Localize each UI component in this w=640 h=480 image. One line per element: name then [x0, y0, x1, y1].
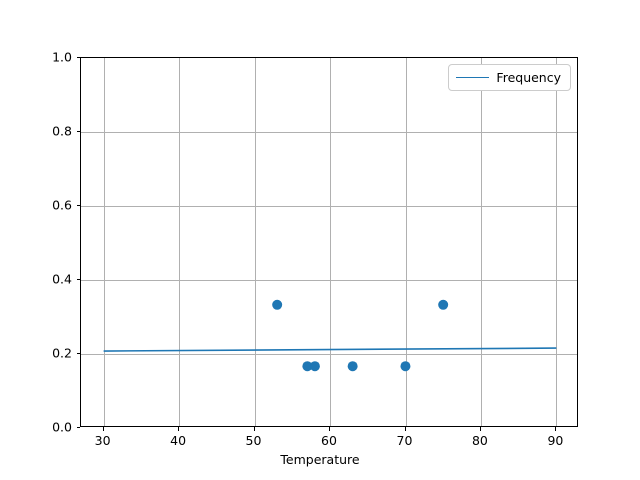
y-tick-label: 1.0	[52, 49, 72, 65]
y-tick-label: 0.6	[52, 197, 72, 213]
y-tick-label: 0.8	[52, 123, 72, 139]
y-tick-mark	[76, 57, 80, 59]
scatter-point	[309, 361, 320, 372]
y-tick-label: 0.4	[52, 271, 72, 287]
scatter-point	[438, 299, 449, 310]
x-tick-label: 50	[245, 433, 262, 448]
scatter-point	[400, 361, 411, 372]
y-tick-mark	[76, 427, 80, 429]
x-tick-mark	[178, 427, 180, 431]
scatter-point	[272, 299, 283, 310]
x-tick-mark	[253, 427, 255, 431]
x-tick-label: 30	[94, 433, 111, 448]
y-tick-label: 0.0	[52, 419, 72, 435]
gridline-vertical	[480, 58, 482, 426]
y-tick-mark	[76, 131, 80, 133]
x-tick-label: 80	[471, 433, 488, 448]
gridline-vertical	[103, 58, 105, 426]
data-layer	[103, 299, 557, 372]
x-tick-label: 60	[321, 433, 337, 448]
gridline-vertical	[405, 58, 407, 426]
gridline-vertical	[179, 58, 181, 426]
gridline-vertical	[556, 58, 558, 426]
line-series-frequency	[103, 347, 557, 352]
line-path-frequency	[103, 347, 557, 352]
x-tick-label: 90	[547, 433, 564, 448]
x-tick-mark	[479, 427, 481, 431]
x-axis-label: Temperature	[280, 452, 360, 467]
x-tick-label: 70	[396, 433, 413, 448]
x-tick-mark	[102, 427, 104, 431]
x-tick-mark	[329, 427, 331, 431]
y-tick-mark	[76, 353, 80, 355]
y-tick-mark	[76, 279, 80, 281]
legend[interactable]: Frequency	[448, 64, 571, 91]
gridline-horizontal	[81, 280, 577, 281]
scatter-point	[302, 361, 313, 372]
x-tick-mark	[555, 427, 557, 431]
legend-line-swatch-frequency	[456, 77, 490, 78]
gridline-horizontal	[81, 132, 577, 133]
y-tick-label: 0.2	[52, 345, 72, 361]
y-tick-mark	[76, 205, 80, 207]
x-tick-label: 40	[170, 433, 187, 448]
gridline-horizontal	[81, 206, 577, 207]
gridline-horizontal	[81, 354, 577, 355]
gridline-vertical	[330, 58, 331, 426]
x-tick-mark	[404, 427, 406, 431]
legend-label-frequency: Frequency	[496, 70, 561, 85]
plot-area: Frequency	[80, 57, 578, 427]
gridline-vertical	[254, 58, 256, 426]
scatter-series-observations	[272, 299, 449, 372]
scatter-point	[347, 361, 358, 372]
